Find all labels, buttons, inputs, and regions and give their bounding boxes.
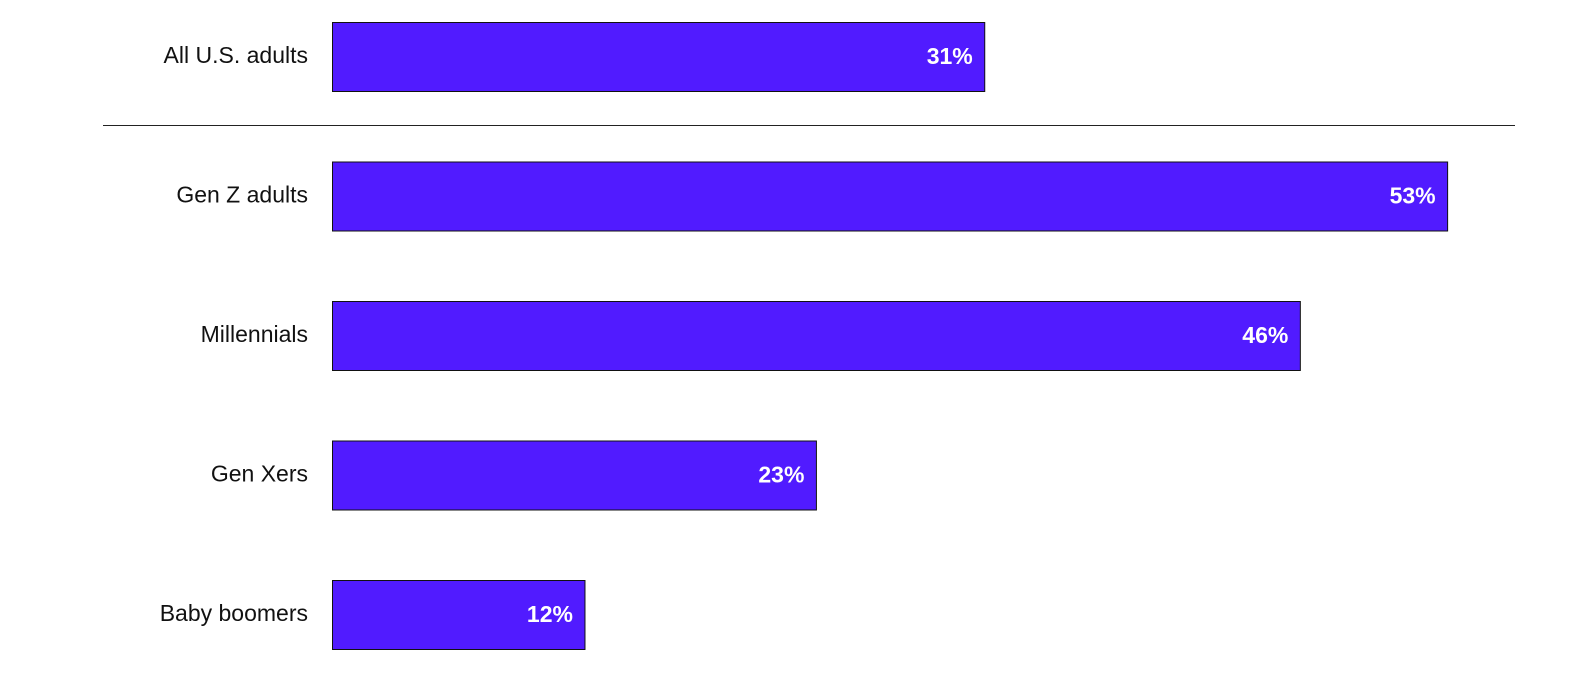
category-label: Baby boomers	[160, 600, 308, 626]
category-label: All U.S. adults	[164, 42, 308, 68]
bar	[332, 161, 1449, 232]
value-label: 46%	[1242, 322, 1288, 348]
value-label: 53%	[1390, 183, 1436, 209]
bar	[332, 22, 986, 92]
category-label: Millennials	[201, 321, 308, 347]
category-label: Gen Z adults	[176, 182, 308, 208]
value-label: 23%	[758, 462, 804, 488]
category-label: Gen Xers	[211, 461, 308, 487]
bar	[332, 301, 1301, 371]
bar	[332, 580, 586, 650]
value-label: 12%	[527, 601, 573, 627]
bar	[332, 440, 817, 511]
value-label: 31%	[927, 43, 973, 69]
